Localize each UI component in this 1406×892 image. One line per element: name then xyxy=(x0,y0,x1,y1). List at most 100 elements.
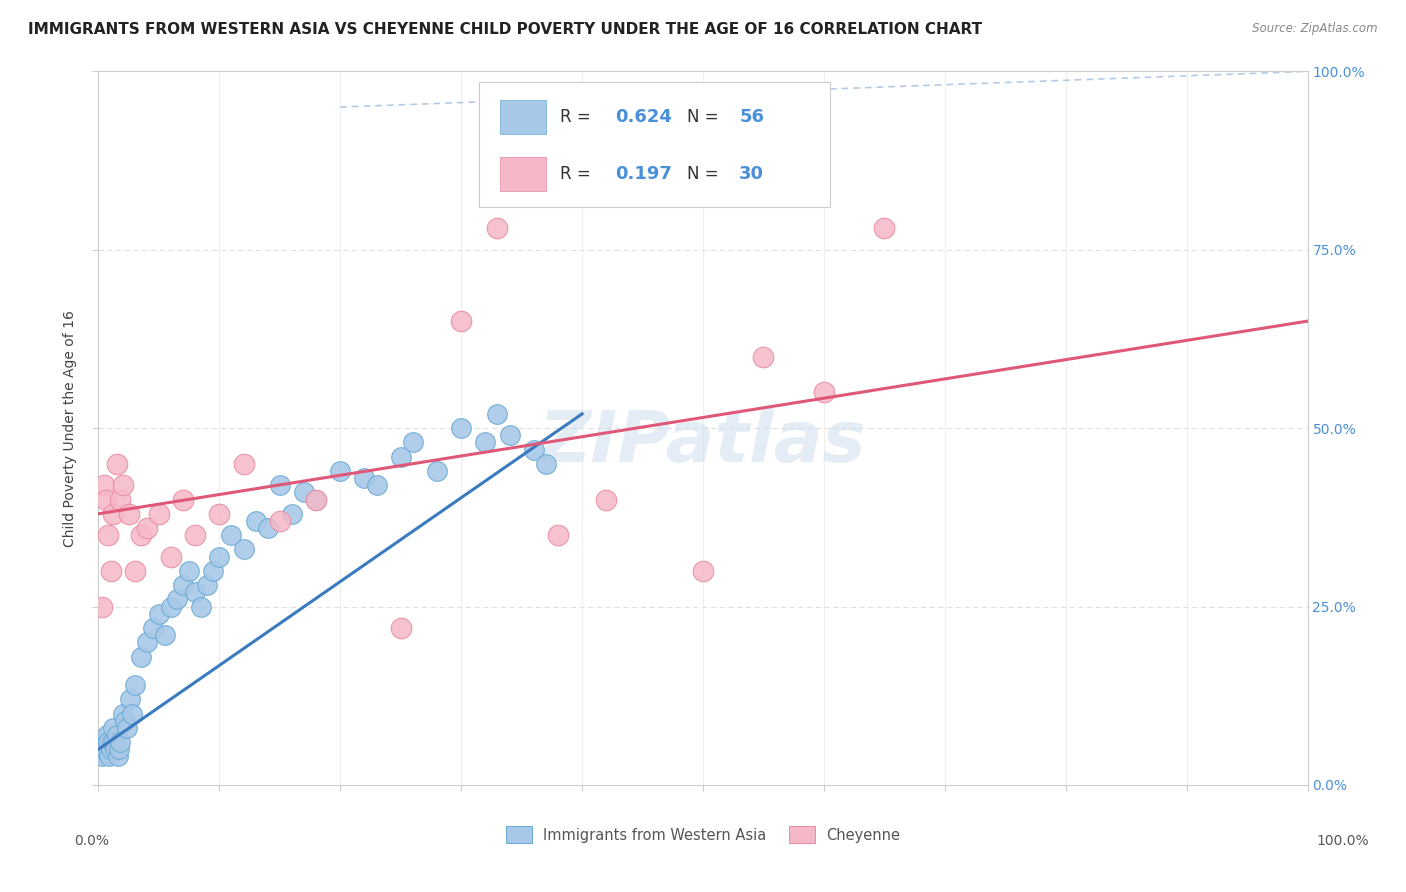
Point xyxy=(94,492,117,507)
Point xyxy=(402,435,425,450)
Point xyxy=(107,749,129,764)
Point xyxy=(108,742,131,756)
Point xyxy=(118,692,141,706)
Point xyxy=(256,521,278,535)
Point xyxy=(534,457,557,471)
Point xyxy=(281,507,304,521)
Point xyxy=(547,528,569,542)
Point xyxy=(105,457,128,471)
Point xyxy=(450,314,472,328)
Point xyxy=(118,507,141,521)
Point xyxy=(101,507,124,521)
Text: 56: 56 xyxy=(740,108,765,126)
Point xyxy=(104,742,127,756)
Point xyxy=(172,492,194,507)
Point xyxy=(101,721,124,735)
Point xyxy=(111,478,134,492)
FancyBboxPatch shape xyxy=(479,82,830,207)
Point xyxy=(135,521,157,535)
Point xyxy=(166,592,188,607)
Point xyxy=(195,578,218,592)
Point xyxy=(91,599,114,614)
Point xyxy=(100,564,122,578)
Point xyxy=(100,742,122,756)
Point xyxy=(129,528,152,542)
Point xyxy=(305,492,328,507)
Text: N =: N = xyxy=(688,165,724,183)
Point xyxy=(486,407,509,421)
Point xyxy=(245,514,267,528)
Text: 0.197: 0.197 xyxy=(614,165,672,183)
Point xyxy=(184,585,207,599)
Point xyxy=(208,507,231,521)
Point xyxy=(108,492,131,507)
Point xyxy=(108,735,131,749)
FancyBboxPatch shape xyxy=(501,157,546,191)
Point xyxy=(269,514,291,528)
Point xyxy=(160,549,183,564)
Y-axis label: Child Poverty Under the Age of 16: Child Poverty Under the Age of 16 xyxy=(63,310,77,547)
Point xyxy=(450,421,472,435)
Point xyxy=(486,221,509,235)
Point xyxy=(121,706,143,721)
Point xyxy=(498,428,520,442)
Point xyxy=(160,599,183,614)
Point xyxy=(103,735,125,749)
Point xyxy=(305,492,328,507)
Point xyxy=(91,742,114,756)
Point xyxy=(353,471,375,485)
Point xyxy=(114,714,136,728)
Text: 30: 30 xyxy=(740,165,765,183)
Point xyxy=(202,564,225,578)
Point xyxy=(94,742,117,756)
Text: 0.0%: 0.0% xyxy=(75,834,108,848)
Point xyxy=(97,735,120,749)
Point xyxy=(366,478,388,492)
Point xyxy=(105,728,128,742)
Point xyxy=(595,492,617,507)
Point xyxy=(292,485,315,500)
Point xyxy=(389,450,412,464)
Point xyxy=(129,649,152,664)
Point xyxy=(111,706,134,721)
Point xyxy=(124,678,146,692)
Text: R =: R = xyxy=(561,108,596,126)
Point xyxy=(148,507,170,521)
Point xyxy=(752,350,775,364)
Point xyxy=(208,549,231,564)
Legend: Immigrants from Western Asia, Cheyenne: Immigrants from Western Asia, Cheyenne xyxy=(499,821,907,849)
Point xyxy=(426,464,449,478)
Point xyxy=(93,735,115,749)
Point xyxy=(97,528,120,542)
Point xyxy=(873,221,896,235)
Text: 100.0%: 100.0% xyxy=(1316,834,1369,848)
Text: N =: N = xyxy=(688,108,724,126)
Point xyxy=(117,721,139,735)
Point xyxy=(523,442,546,457)
Point xyxy=(124,564,146,578)
Point xyxy=(232,457,254,471)
Text: IMMIGRANTS FROM WESTERN ASIA VS CHEYENNE CHILD POVERTY UNDER THE AGE OF 16 CORRE: IMMIGRANTS FROM WESTERN ASIA VS CHEYENNE… xyxy=(28,22,983,37)
Point xyxy=(474,435,496,450)
Point xyxy=(96,728,118,742)
Point xyxy=(100,735,122,749)
Point xyxy=(692,564,714,578)
Point xyxy=(329,464,352,478)
Point xyxy=(148,607,170,621)
Point xyxy=(135,635,157,649)
Point xyxy=(179,564,201,578)
Point xyxy=(190,599,212,614)
Point xyxy=(232,542,254,557)
Text: Source: ZipAtlas.com: Source: ZipAtlas.com xyxy=(1253,22,1378,36)
Point xyxy=(153,628,176,642)
Text: R =: R = xyxy=(561,165,602,183)
Point xyxy=(221,528,243,542)
Point xyxy=(91,749,114,764)
Point xyxy=(184,528,207,542)
Point xyxy=(389,621,412,635)
Text: ZIPatlas: ZIPatlas xyxy=(540,408,866,477)
Point xyxy=(172,578,194,592)
Point xyxy=(269,478,291,492)
FancyBboxPatch shape xyxy=(501,100,546,134)
Point xyxy=(142,621,165,635)
